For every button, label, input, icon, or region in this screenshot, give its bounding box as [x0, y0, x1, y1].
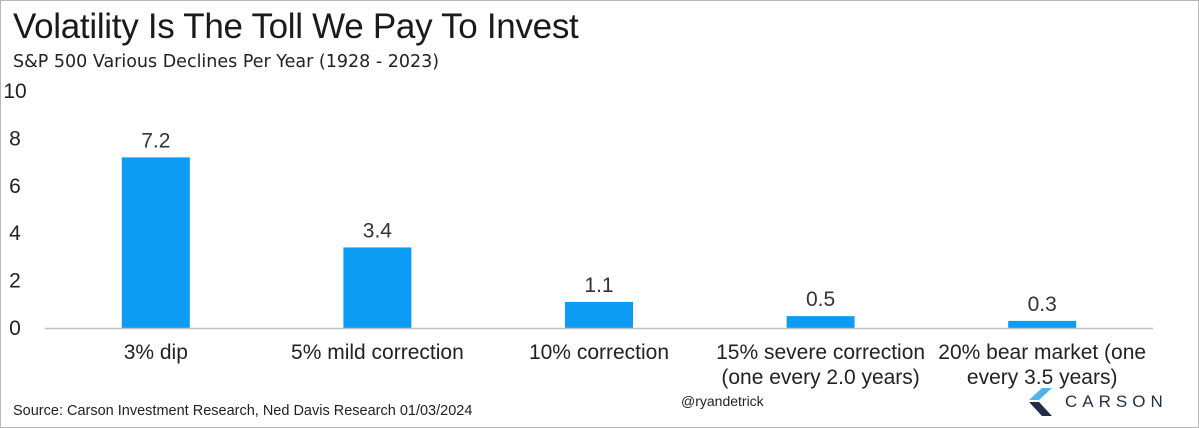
- bar: [565, 301, 633, 328]
- carson-logo: CARSON: [1025, 385, 1193, 419]
- category-labels: 3% dip 5% mild correction 10% correction 15…: [124, 341, 1146, 389]
- bar: [1008, 320, 1077, 328]
- data-label: 3.4: [363, 219, 393, 242]
- author-handle: @ryandetrick: [681, 393, 764, 409]
- data-labels: 7.2 3.4 1.1 0.5 0.3: [141, 129, 1057, 316]
- bars: [121, 157, 1077, 328]
- bar: [121, 157, 190, 328]
- data-label: 1.1: [584, 274, 613, 297]
- category-label: 15% severe correction (one every 2.0 year…: [716, 341, 925, 389]
- chart-title: Volatility Is The Toll We Pay To Invest: [13, 7, 579, 46]
- source-note: Source: Carson Investment Research, Ned …: [13, 403, 473, 419]
- category-label: 3% dip: [124, 341, 188, 364]
- data-label: 0.5: [806, 288, 835, 311]
- y-tick-label: 8: [9, 127, 21, 150]
- bar-chart: 0 2 4 6 8 10 7.2 3.4 1.1 0.5 0.3 3% dip 5% mild co…: [3, 80, 1153, 389]
- data-label: 0.3: [1028, 293, 1057, 316]
- y-tick-label: 10: [3, 80, 26, 103]
- y-axis-ticks: 0 2 4 6 8 10: [3, 80, 26, 340]
- chart-subtitle: S&P 500 Various Declines Per Year (1928 …: [13, 52, 440, 72]
- carson-logo-text: CARSON: [1065, 392, 1168, 411]
- y-tick-label: 2: [9, 270, 21, 293]
- data-label: 7.2: [141, 129, 170, 152]
- y-tick-label: 4: [9, 222, 21, 245]
- category-label: 20% bear market (one every 3.5 years): [938, 341, 1146, 389]
- carson-logo-icon: [1029, 388, 1052, 416]
- bar: [786, 316, 855, 328]
- y-tick-label: 0: [9, 317, 21, 340]
- y-tick-label: 6: [9, 175, 21, 198]
- bar: [343, 247, 412, 328]
- category-label: 5% mild correction: [291, 341, 464, 364]
- category-label: 10% correction: [529, 341, 669, 364]
